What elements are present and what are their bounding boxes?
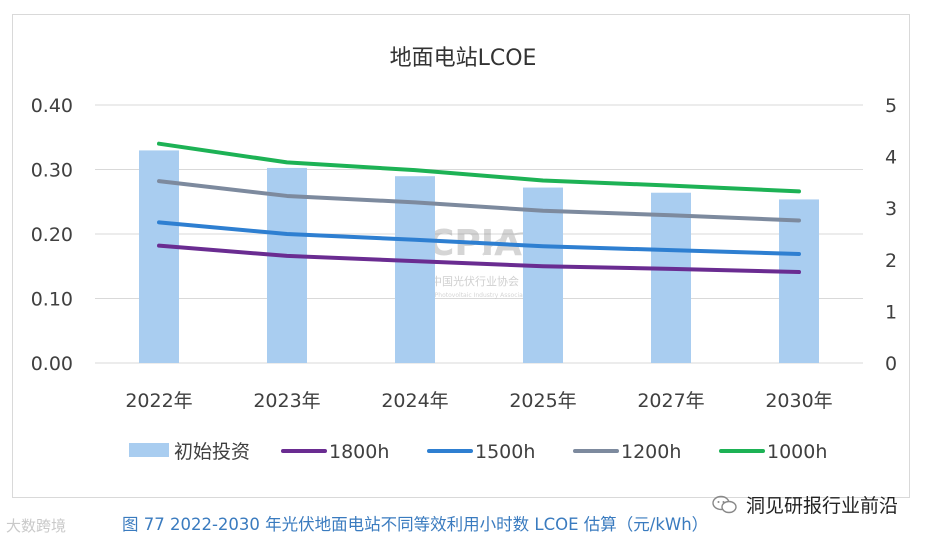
legend-label-1500h: 1500h bbox=[475, 441, 535, 463]
x-axis: 2022年 2023年 2024年 2025年 2027年 2030年 bbox=[125, 390, 832, 412]
grid-lines bbox=[95, 104, 863, 364]
bar-2022年 bbox=[139, 150, 179, 363]
left-tick-label: 0.30 bbox=[31, 160, 73, 182]
legend-label-bars: 初始投资 bbox=[174, 441, 250, 463]
right-tick-label: 5 bbox=[885, 95, 897, 117]
series-line-1000h bbox=[157, 141, 801, 194]
x-tick-label: 2027年 bbox=[637, 390, 704, 412]
series-line-1800h bbox=[157, 243, 801, 275]
bar-2024年 bbox=[395, 176, 435, 363]
series-line-1500h bbox=[157, 220, 801, 256]
corner-watermark: 大数跨境 bbox=[6, 517, 67, 535]
figure-caption: 图 77 2022-2030 年光伏地面电站不同等效利用小时数 LCOE 估算（… bbox=[122, 515, 709, 534]
right-tick-label: 1 bbox=[885, 301, 897, 323]
chart-frame: 地面电站LCOE CPIA 中国光伏行业协会 China Photovoltai… bbox=[12, 14, 910, 498]
right-tick-label: 4 bbox=[885, 147, 897, 169]
right-axis: 0 1 2 3 4 5 bbox=[885, 95, 897, 375]
left-axis: 0.00 0.10 0.20 0.30 0.40 bbox=[31, 95, 73, 375]
right-tick-label: 0 bbox=[885, 353, 897, 375]
chart-title: 地面电站LCOE bbox=[390, 46, 537, 71]
left-tick-label: 0.00 bbox=[31, 353, 73, 375]
legend-label-1200h: 1200h bbox=[621, 441, 681, 463]
bar-2023年 bbox=[267, 167, 307, 363]
right-tick-label: 3 bbox=[885, 198, 897, 220]
x-tick-label: 2024年 bbox=[381, 390, 448, 412]
line-series bbox=[157, 141, 801, 275]
x-tick-label: 2030年 bbox=[765, 390, 832, 412]
source-label: 洞见研报行业前沿 bbox=[712, 491, 898, 518]
left-tick-label: 0.20 bbox=[31, 224, 73, 246]
right-tick-label: 2 bbox=[885, 250, 897, 272]
watermark-org-cn: 中国光伏行业协会 bbox=[431, 274, 519, 288]
source-text: 洞见研报行业前沿 bbox=[745, 495, 898, 517]
series-line-1200h bbox=[157, 179, 801, 223]
left-tick-label: 0.10 bbox=[31, 289, 73, 311]
wechat-icon bbox=[712, 495, 737, 513]
bar-series bbox=[139, 150, 819, 363]
x-tick-label: 2023年 bbox=[253, 390, 320, 412]
left-tick-label: 0.40 bbox=[31, 95, 73, 117]
legend-label-1800h: 1800h bbox=[329, 441, 389, 463]
bar-2030年 bbox=[779, 199, 819, 363]
x-tick-label: 2022年 bbox=[125, 390, 192, 412]
watermark-org-en: China Photovoltaic Industry Association bbox=[416, 292, 535, 299]
legend-swatch-bars bbox=[129, 443, 169, 457]
lcoe-chart: 地面电站LCOE CPIA 中国光伏行业协会 China Photovoltai… bbox=[31, 46, 897, 463]
legend-label-1000h: 1000h bbox=[767, 441, 827, 463]
x-tick-label: 2025年 bbox=[509, 390, 576, 412]
bar-2025年 bbox=[523, 187, 563, 363]
legend: 初始投资 1800h 1500h 1200h 1000h bbox=[129, 441, 827, 463]
bar-2027年 bbox=[651, 192, 691, 363]
